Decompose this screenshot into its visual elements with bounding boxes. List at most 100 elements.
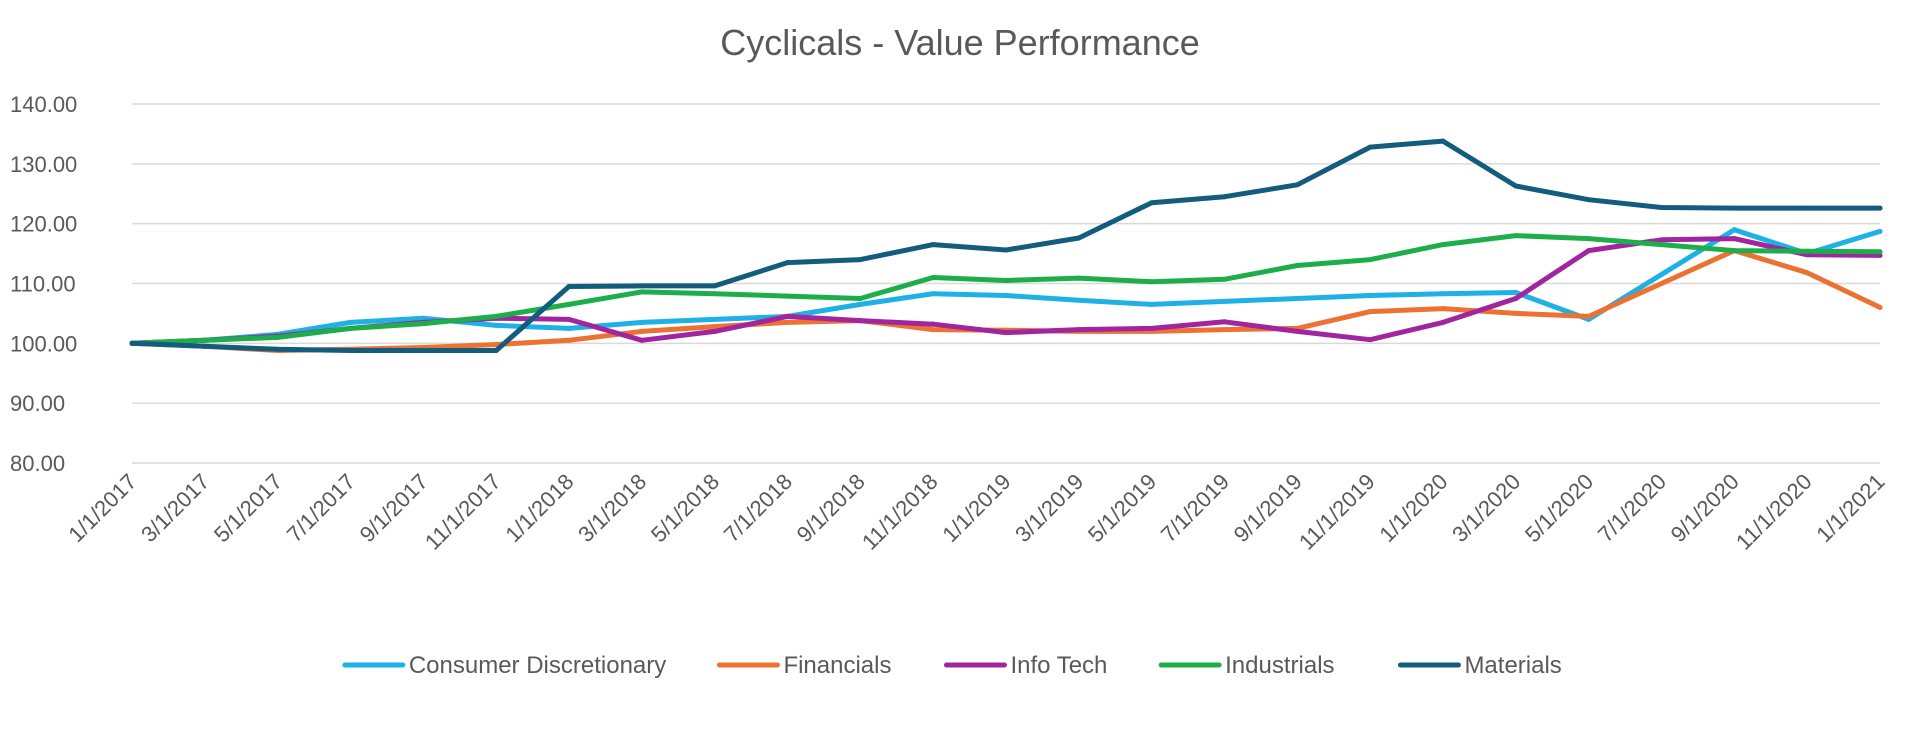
data-point xyxy=(1659,242,1664,248)
data-point xyxy=(493,348,499,354)
data-point xyxy=(1731,227,1737,233)
x-tick-label: 1/1/2018 xyxy=(500,469,578,547)
data-point xyxy=(1294,295,1300,301)
data-point xyxy=(930,321,936,327)
legend-item: Industrials xyxy=(1158,652,1335,679)
data-point xyxy=(930,242,936,248)
x-tick-label: 7/1/2020 xyxy=(1593,469,1671,547)
data-point xyxy=(785,293,790,299)
x-tick-label: 3/1/2019 xyxy=(1010,469,1088,547)
data-point xyxy=(1659,205,1664,211)
data-point xyxy=(1513,310,1519,316)
legend-item: Consumer Discretionary xyxy=(342,652,666,679)
y-tick-label: 130.00 xyxy=(10,152,77,177)
data-point xyxy=(1367,337,1373,343)
data-point xyxy=(1877,205,1883,211)
data-point xyxy=(1149,200,1155,206)
x-tick-label: 5/1/2019 xyxy=(1083,469,1161,547)
data-point xyxy=(1222,327,1227,333)
y-axis-ticks: 80.00 90.00 100.00 110.00 120.00 130.00 140.00 xyxy=(10,92,77,476)
legend-item: Financials xyxy=(716,652,891,679)
data-point xyxy=(785,319,790,325)
data-point xyxy=(1804,205,1810,211)
legend-item: Materials xyxy=(1397,652,1562,679)
data-point xyxy=(493,322,499,328)
data-point xyxy=(129,340,135,346)
data-point xyxy=(1804,270,1810,276)
data-point xyxy=(566,283,572,289)
x-tick-label: 11/1/2019 xyxy=(1294,469,1380,555)
data-point xyxy=(1222,194,1227,200)
data-point xyxy=(1877,249,1883,255)
data-point xyxy=(1513,183,1519,189)
data-point xyxy=(639,337,645,343)
data-point xyxy=(1076,235,1082,241)
y-tick-label: 140.00 xyxy=(10,92,77,117)
data-point xyxy=(348,348,353,354)
data-point xyxy=(1586,236,1592,242)
y-tick-label: 120.00 xyxy=(10,212,77,237)
data-point xyxy=(1294,263,1300,269)
data-point xyxy=(1367,144,1373,150)
y-tick-label: 90.00 xyxy=(10,391,65,416)
x-tick-label: 1/1/2021 xyxy=(1811,469,1889,547)
data-point xyxy=(275,346,281,352)
data-point xyxy=(930,275,936,281)
x-tick-label: 5/1/2018 xyxy=(646,469,724,547)
data-point xyxy=(1440,306,1446,312)
data-point xyxy=(1003,247,1009,253)
data-point xyxy=(712,291,718,297)
data-point xyxy=(712,328,718,334)
x-tick-label: 7/1/2017 xyxy=(282,469,360,547)
data-point xyxy=(1440,291,1446,297)
data-point xyxy=(1586,313,1592,319)
data-point xyxy=(712,324,718,330)
data-point xyxy=(566,337,572,343)
data-point xyxy=(1149,325,1155,331)
x-tick-label: 3/1/2018 xyxy=(573,469,651,547)
data-point xyxy=(1659,272,1664,278)
data-point xyxy=(1440,138,1446,144)
data-point xyxy=(1731,205,1737,211)
data-point xyxy=(639,289,645,295)
data-point xyxy=(1076,297,1082,303)
data-point xyxy=(1222,319,1227,325)
data-point xyxy=(1731,248,1737,254)
chart-title: Cyclicals - Value Performance xyxy=(720,22,1200,63)
data-point xyxy=(1003,292,1009,298)
x-tick-label: 5/1/2020 xyxy=(1520,469,1598,547)
data-point xyxy=(493,342,499,348)
gridlines xyxy=(132,103,1880,464)
y-tick-label: 100.00 xyxy=(10,331,77,356)
data-point xyxy=(1367,257,1373,263)
data-point xyxy=(1149,301,1155,307)
x-axis-ticks: 1/1/20173/1/20175/1/20177/1/20179/1/2017… xyxy=(63,469,1889,555)
data-point xyxy=(566,316,572,322)
data-point xyxy=(857,318,863,324)
series-financials xyxy=(129,248,1883,354)
series-materials xyxy=(129,138,1883,354)
data-point xyxy=(1440,242,1446,248)
data-point xyxy=(1586,248,1592,254)
data-point xyxy=(1076,275,1082,281)
data-point xyxy=(202,337,208,343)
data-point xyxy=(1513,289,1519,295)
x-tick-label: 7/1/2018 xyxy=(719,469,797,547)
data-point xyxy=(1222,298,1227,304)
data-point xyxy=(1149,279,1155,285)
data-point xyxy=(1804,248,1810,254)
data-point xyxy=(785,313,790,319)
legend-item: Info Tech xyxy=(943,652,1107,679)
legend-label: Consumer Discretionary xyxy=(409,652,666,679)
x-tick-label: 5/1/2017 xyxy=(209,469,287,547)
data-point xyxy=(1003,330,1009,336)
data-point xyxy=(1367,292,1373,298)
data-point xyxy=(275,334,281,340)
data-point xyxy=(420,315,426,321)
x-tick-label: 7/1/2019 xyxy=(1156,469,1234,547)
data-point xyxy=(1076,327,1082,333)
legend-label: Info Tech xyxy=(1010,652,1107,679)
data-point xyxy=(1877,228,1883,234)
